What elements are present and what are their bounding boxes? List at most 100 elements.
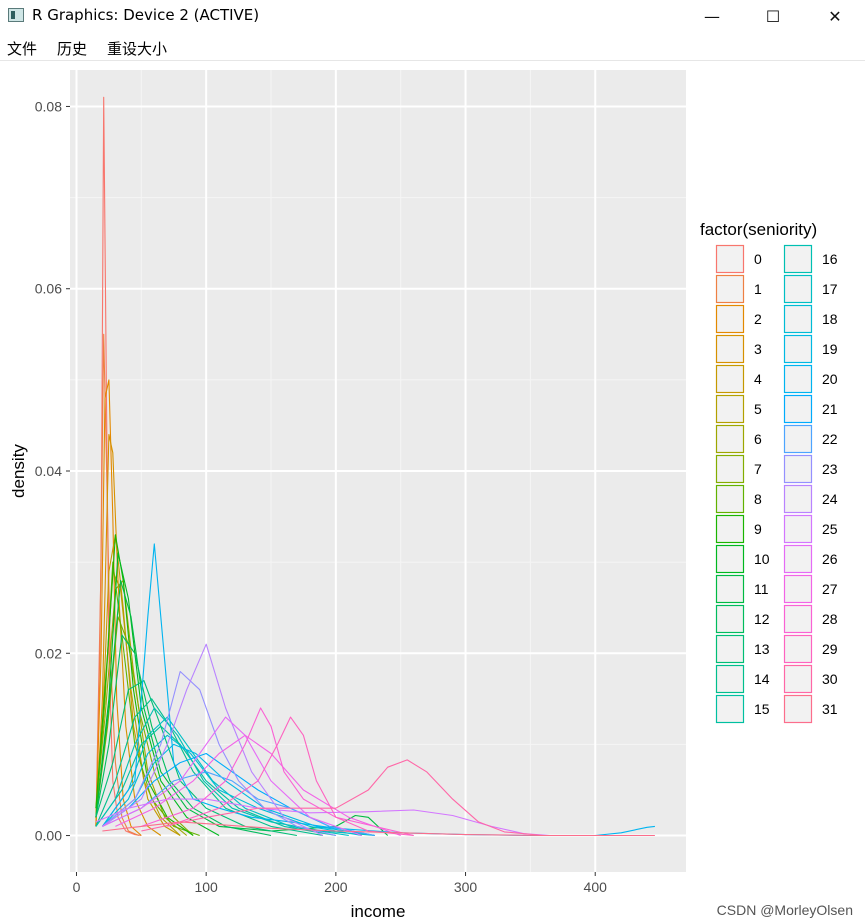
legend-key-23: [783, 454, 813, 484]
close-button[interactable]: ✕: [828, 6, 842, 26]
density-line-seniority-2: [95, 379, 142, 836]
density-line-seniority-11: [95, 579, 389, 836]
legend-key-31: [783, 694, 813, 724]
legend-label-2: 2: [754, 311, 762, 327]
legend-label-1: 1: [754, 281, 762, 297]
density-plot: 0.000.020.040.060.08 0 100 200 300 400 densi…: [9, 70, 838, 921]
legend-label-6: 6: [754, 431, 762, 447]
legend-label-12: 12: [754, 611, 770, 627]
legend-label-14: 14: [754, 671, 770, 687]
density-line-seniority-24: [102, 643, 324, 836]
density-line-seniority-3: [95, 433, 162, 836]
density-line-seniority-22: [102, 771, 375, 837]
legend-label-9: 9: [754, 521, 762, 537]
grid-major: [70, 70, 686, 872]
legend-label-13: 13: [754, 641, 770, 657]
density-line-seniority-31: [102, 821, 655, 837]
x-tick-label: 200: [324, 879, 348, 895]
x-tick-label: 0: [73, 879, 81, 895]
density-line-seniority-26: [102, 716, 362, 837]
density-line-seniority-19: [102, 743, 375, 837]
menu-file[interactable]: 文件: [7, 40, 38, 58]
legend-label-16: 16: [822, 251, 838, 267]
density-line-seniority-23: [102, 670, 337, 837]
legend-key-25: [783, 514, 813, 544]
y-tick-label: 0.04: [35, 463, 62, 479]
y-tick-label: 0.02: [35, 645, 62, 661]
menu-resize[interactable]: 重设大小: [107, 40, 168, 58]
legend-label-28: 28: [822, 611, 838, 627]
legend-key-10: [715, 544, 745, 574]
density-line-seniority-29: [167, 716, 414, 837]
legend-label-27: 27: [822, 581, 838, 597]
legend-key-11: [715, 574, 745, 604]
density-line-seniority-28: [141, 707, 414, 837]
x-axis: 0 100 200 300 400: [73, 872, 608, 895]
menu-history[interactable]: 历史: [57, 40, 88, 58]
menu-bar: 文件 历史 重设大小: [0, 32, 865, 61]
legend-label-18: 18: [822, 311, 838, 327]
legend-label-21: 21: [822, 401, 838, 417]
density-line-seniority-25: [95, 798, 550, 837]
legend-key-30: [783, 664, 813, 694]
legend-key-27: [783, 574, 813, 604]
legend-label-19: 19: [822, 341, 838, 357]
density-line-seniority-0: [95, 96, 142, 837]
legend-key-17: [783, 274, 813, 304]
legend-label-22: 22: [822, 431, 838, 447]
x-tick-label: 300: [454, 879, 478, 895]
legend-label-5: 5: [754, 401, 762, 417]
minimize-button[interactable]: —: [704, 6, 720, 26]
legend-label-15: 15: [754, 701, 770, 717]
x-axis-label: income: [351, 902, 406, 921]
density-line-seniority-12: [95, 634, 272, 837]
legend-label-0: 0: [754, 251, 762, 267]
legend-key-16: [783, 244, 813, 274]
legend-label-20: 20: [822, 371, 838, 387]
window-title: R Graphics: Device 2 (ACTIVE): [32, 6, 260, 24]
legend-key-29: [783, 634, 813, 664]
x-tick-label: 400: [584, 879, 608, 895]
legend-key-7: [715, 454, 745, 484]
legend-label-17: 17: [822, 281, 838, 297]
legend-label-24: 24: [822, 491, 838, 507]
density-line-seniority-15: [95, 725, 336, 837]
density-line-seniority-18: [102, 734, 362, 837]
watermark: CSDN @MorleyOlsen: [716, 902, 853, 918]
legend-label-25: 25: [822, 521, 838, 537]
density-line-seniority-30: [141, 759, 544, 837]
legend-label-7: 7: [754, 461, 762, 477]
legend-label-4: 4: [754, 371, 762, 387]
maximize-button[interactable]: ☐: [765, 6, 781, 26]
legend-label-31: 31: [822, 701, 838, 717]
legend-key-19: [783, 334, 813, 364]
legend-key-13: [715, 634, 745, 664]
legend-key-5: [715, 394, 745, 424]
legend: factor(seniority) 0123456789101112131415…: [700, 220, 838, 724]
legend-label-11: 11: [754, 581, 769, 597]
density-line-seniority-4: [95, 534, 181, 836]
legend-key-8: [715, 484, 745, 514]
legend-key-20: [783, 364, 813, 394]
y-tick-label: 0.06: [35, 281, 62, 297]
x-tick-label: 100: [194, 879, 218, 895]
legend-key-2: [715, 304, 745, 334]
r-app-icon: [8, 8, 24, 22]
legend-key-22: [783, 424, 813, 454]
legend-key-18: [783, 304, 813, 334]
legend-key-9: [715, 514, 745, 544]
legend-label-23: 23: [822, 461, 838, 477]
density-line-seniority-9: [95, 534, 194, 836]
legend-key-0: [715, 244, 745, 274]
y-tick-label: 0.08: [35, 98, 62, 114]
legend-key-6: [715, 424, 745, 454]
y-tick-label: 0.00: [35, 828, 62, 844]
legend-title: factor(seniority): [700, 220, 817, 239]
window-titlebar: R Graphics: Device 2 (ACTIVE) — ☐ ✕: [0, 0, 865, 32]
y-axis-label: density: [9, 444, 28, 498]
y-axis: 0.00 0.02 0.04 0.06 0.08: [35, 98, 70, 844]
legend-label-29: 29: [822, 641, 838, 657]
legend-key-24: [783, 484, 813, 514]
legend-key-4: [715, 364, 745, 394]
series-lines: [95, 96, 655, 837]
